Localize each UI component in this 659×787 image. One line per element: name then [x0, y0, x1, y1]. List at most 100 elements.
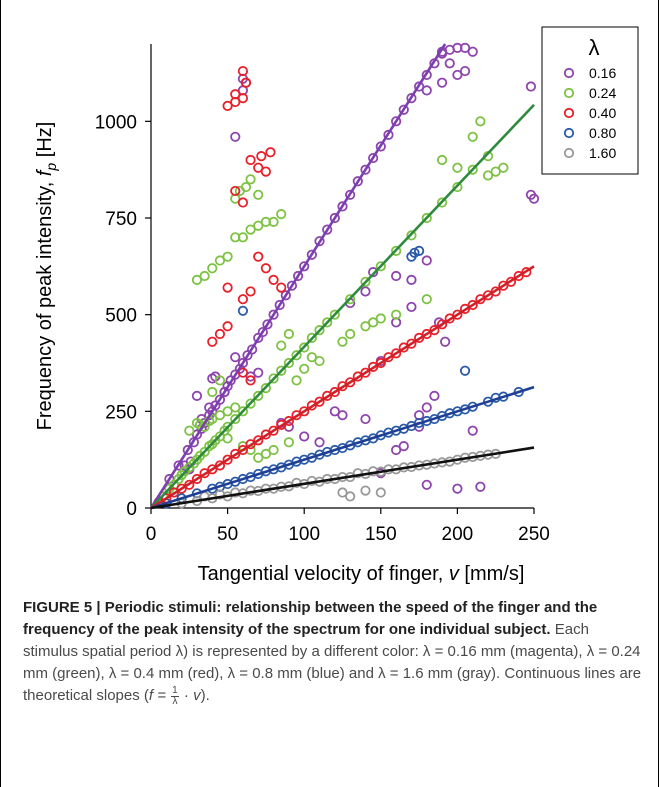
x-tick-label: 0 — [146, 524, 157, 545]
data-point-0-40 — [222, 100, 233, 111]
data-point-0-24 — [345, 328, 356, 340]
data-point-1-60 — [375, 487, 386, 498]
x-tick-label: 100 — [288, 524, 320, 545]
legend-marker — [563, 147, 575, 159]
data-point-0-24 — [291, 375, 302, 386]
data-point-0-24 — [276, 209, 287, 220]
data-point-0-16 — [475, 481, 486, 492]
data-point-0-24 — [436, 197, 448, 208]
data-point-0-16 — [345, 189, 356, 200]
legend-label: 0.24 — [589, 85, 616, 101]
data-point-0-80 — [459, 365, 471, 376]
theory-line-0-24 — [150, 104, 535, 509]
data-point-0-24 — [222, 433, 233, 444]
data-point-0-24 — [498, 162, 509, 173]
caption-body: Each stimulus spatial period λ) is repre… — [23, 621, 642, 704]
data-point-0-40 — [207, 464, 218, 475]
data-point-0-16 — [368, 267, 379, 278]
data-point-0-24 — [253, 390, 264, 401]
data-point-0-24 — [283, 328, 294, 340]
data-point-0-16 — [322, 224, 333, 235]
data-point-0-24 — [268, 444, 279, 456]
legend-label: 0.40 — [589, 105, 616, 121]
data-point-0-24 — [214, 375, 226, 386]
data-point-0-16 — [360, 164, 371, 175]
data-point-0-24 — [345, 294, 356, 305]
data-point-0-24 — [299, 342, 310, 353]
y-tick-label: 1000 — [95, 112, 137, 133]
data-point-0-16 — [337, 201, 348, 212]
data-point-0-24 — [467, 131, 478, 142]
data-point-0-16 — [528, 193, 540, 204]
data-point-0-40 — [291, 410, 302, 421]
data-point-0-40 — [214, 460, 226, 471]
data-point-0-24 — [283, 357, 294, 369]
data-point-0-16 — [406, 93, 417, 104]
data-point-0-16 — [459, 42, 471, 53]
legend-label: 0.16 — [589, 65, 616, 81]
data-point-0-40 — [345, 377, 356, 388]
data-point-0-24 — [230, 413, 241, 425]
data-point-0-16 — [280, 290, 291, 301]
data-point-0-16 — [421, 479, 432, 490]
data-point-0-16 — [459, 65, 471, 77]
data-point-0-16 — [421, 255, 432, 266]
data-point-0-24 — [237, 232, 249, 243]
data-point-0-24 — [214, 410, 226, 421]
data-point-0-24 — [391, 309, 402, 320]
x-tick-label: 200 — [442, 524, 474, 545]
data-point-0-16 — [406, 274, 417, 285]
data-point-0-16 — [436, 77, 448, 88]
data-point-0-40 — [444, 313, 455, 324]
legend-marker — [563, 67, 575, 79]
y-tick-label: 500 — [105, 306, 137, 327]
x-tick-label: 250 — [518, 524, 550, 545]
data-point-0-16 — [467, 425, 478, 436]
data-point-0-16 — [253, 367, 264, 378]
data-point-0-40 — [222, 282, 233, 293]
data-point-0-40 — [314, 396, 325, 407]
data-point-0-40 — [268, 425, 279, 436]
data-point-0-24 — [214, 255, 226, 266]
data-point-0-16 — [314, 437, 325, 448]
data-point-0-16 — [219, 386, 230, 398]
y-axis-label: Frequency of peak intensity, fp [Hz] — [34, 122, 59, 431]
data-point-0-40 — [207, 336, 218, 347]
data-point-0-24 — [222, 251, 233, 262]
data-point-0-16 — [329, 212, 340, 224]
data-point-0-16 — [444, 58, 455, 69]
data-point-0-16 — [329, 406, 340, 417]
data-point-0-16 — [398, 104, 409, 115]
data-point-0-40 — [253, 162, 264, 173]
data-point-0-40 — [322, 390, 333, 401]
data-point-0-24 — [245, 224, 256, 235]
x-axis-label: Tangential velocity of finger, v [mm/s] — [198, 563, 525, 585]
data-point-0-24 — [283, 437, 294, 448]
legend-marker — [563, 127, 575, 139]
data-point-0-24 — [291, 350, 302, 361]
data-point-0-24 — [467, 164, 478, 175]
data-point-0-40 — [245, 439, 256, 450]
data-point-0-40 — [237, 93, 249, 104]
data-point-0-24 — [191, 274, 203, 285]
data-point-0-16 — [467, 46, 478, 57]
data-point-0-16 — [314, 236, 325, 247]
data-point-0-16 — [299, 261, 310, 272]
data-point-0-40 — [245, 154, 256, 166]
data-point-0-40 — [176, 483, 187, 494]
data-point-0-40 — [375, 357, 386, 369]
legend-box — [541, 26, 639, 175]
data-point-1-60 — [291, 477, 302, 488]
data-point-0-40 — [245, 375, 256, 386]
data-point-0-16 — [247, 344, 258, 355]
data-point-0-16 — [245, 371, 256, 382]
data-point-0-40 — [283, 415, 294, 427]
data-point-0-16 — [191, 390, 203, 401]
data-point-0-24 — [314, 325, 325, 336]
x-tick-label: 50 — [217, 524, 238, 545]
data-point-0-40 — [436, 319, 448, 330]
theory-line-1-60 — [150, 446, 535, 510]
data-point-0-16 — [452, 69, 463, 81]
data-point-0-24 — [230, 402, 241, 413]
